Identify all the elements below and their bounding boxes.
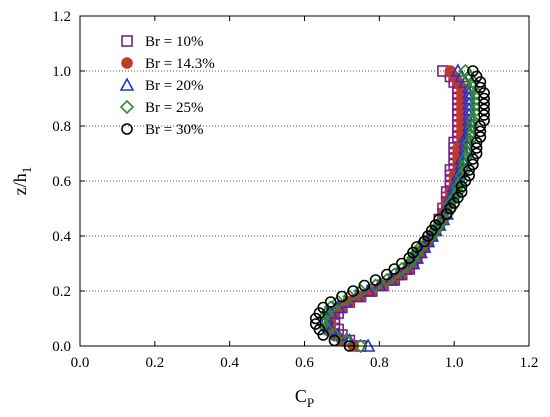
series-4-point-11 — [358, 279, 371, 292]
series-4-point-28 — [455, 186, 468, 198]
data-layer — [309, 63, 490, 354]
y-axis-label: z/h1 — [10, 167, 34, 196]
series-3-point-23 — [435, 212, 451, 227]
series-4-point-43 — [478, 103, 490, 116]
x-axis-label-main: C — [295, 386, 307, 406]
series-3-point-41 — [465, 113, 481, 128]
series-3-point-6 — [319, 305, 335, 321]
legend-marker-0 — [121, 35, 133, 47]
series-3-point-28 — [450, 184, 466, 200]
series-4-point-35 — [470, 147, 483, 160]
x-tick-label-5: 1.0 — [445, 355, 464, 371]
series-4-point-15 — [395, 257, 408, 270]
legend-marker-4 — [121, 123, 133, 135]
series-4-point-10 — [347, 285, 359, 297]
series-3-point-48 — [465, 74, 481, 90]
x-tick-label-1: 0.2 — [145, 355, 164, 371]
series-3-point-3 — [319, 322, 335, 337]
series-4-point-8 — [324, 296, 337, 308]
x-tick-label-4: 0.8 — [370, 355, 389, 371]
y-tick-label-0: 0.0 — [52, 339, 71, 355]
legend-marker-2 — [119, 77, 135, 91]
series-4-point-44 — [478, 98, 490, 110]
legend-label-3: Br = 25% — [145, 100, 203, 116]
series-3-point-5 — [316, 311, 331, 326]
y-tick-label-5: 1.0 — [52, 64, 71, 80]
series-4-point-31 — [463, 169, 475, 182]
legend-marker-3 — [119, 99, 135, 115]
series-4-point-13 — [381, 268, 393, 281]
legend: Br = 10% Br = 14.3% Br = 20% Br = 25% Br = 3… — [119, 34, 215, 138]
series-3-point-50 — [458, 63, 473, 79]
x-axis-label: CP — [295, 386, 314, 410]
y-tick-label-4: 0.8 — [52, 119, 71, 135]
legend-label-2: Br = 20% — [145, 78, 203, 94]
series-3-point-40 — [465, 118, 481, 134]
y-tick-label-3: 0.6 — [52, 174, 71, 190]
legend-label-0: Br = 10% — [145, 34, 203, 50]
series-4-point-36 — [470, 142, 483, 154]
y-axis-label-sub: 1 — [19, 167, 34, 174]
series-3-point-8 — [331, 294, 346, 310]
series-4-point-14 — [388, 263, 401, 275]
series-3-point-0 — [353, 338, 368, 354]
series-3-point-9 — [342, 289, 357, 304]
y-axis-label-main: z/h — [10, 173, 30, 195]
series-4-point-18 — [410, 241, 423, 253]
series-4-point-39 — [474, 125, 487, 138]
legend-label-4: Br = 30% — [145, 122, 203, 138]
x-tick-label-6: 1.2 — [520, 355, 539, 371]
series-4-point-50 — [467, 65, 479, 77]
series-4-point-45 — [478, 92, 490, 105]
series-4-point-9 — [336, 290, 348, 303]
x-axis-label-sub: P — [307, 395, 314, 410]
tick-layer: 0.0 0.2 0.4 0.6 0.8 1.0 1.2 0.0 0.2 0.4 0.6 0.8 1.0 1… — [52, 9, 538, 371]
series-4-point-47 — [474, 81, 487, 94]
series-4-point-23 — [433, 213, 446, 226]
x-tick-label-0: 0.0 — [71, 355, 90, 371]
series-3-point-49 — [462, 69, 477, 84]
series-4-point-7 — [317, 301, 330, 314]
series-4 — [309, 65, 490, 352]
series-4-point-42 — [478, 109, 490, 121]
y-tick-label-1: 0.2 — [52, 284, 71, 300]
series-3-point-10 — [353, 283, 368, 299]
legend-label-1: Br = 14.3% — [145, 56, 215, 72]
x-tick-label-2: 0.4 — [220, 355, 239, 371]
series-3-point-34 — [458, 151, 473, 167]
series-4-point-4 — [309, 318, 322, 330]
series-4-point-33 — [467, 158, 479, 171]
series-3-point-18 — [413, 239, 428, 255]
y-tick-label-2: 0.4 — [52, 229, 71, 245]
series-3-point-37 — [462, 135, 477, 150]
series-4-point-12 — [369, 274, 382, 286]
y-tick-label-6: 1.2 — [52, 9, 71, 25]
legend-marker-1 — [121, 57, 133, 69]
series-4-point-38 — [474, 131, 487, 143]
series-4-point-41 — [478, 114, 490, 127]
x-tick-label-3: 0.6 — [295, 355, 314, 371]
series-3-point-46 — [469, 85, 484, 101]
